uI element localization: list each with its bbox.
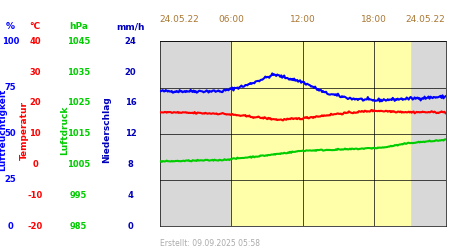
Text: °C: °C — [30, 22, 40, 31]
Text: 0: 0 — [32, 160, 38, 169]
Text: %: % — [6, 22, 15, 31]
Text: 0: 0 — [8, 222, 13, 231]
Text: 18:00: 18:00 — [361, 15, 387, 24]
Text: -10: -10 — [27, 191, 43, 200]
Text: 1035: 1035 — [67, 68, 90, 76]
Text: 10: 10 — [29, 129, 41, 138]
Text: 24.05.22: 24.05.22 — [160, 15, 199, 24]
Text: 1005: 1005 — [67, 160, 90, 169]
Text: Temperatur: Temperatur — [20, 100, 29, 160]
Text: 8: 8 — [128, 160, 133, 169]
Text: 75: 75 — [4, 83, 16, 92]
Text: Niederschlag: Niederschlag — [103, 96, 112, 164]
Text: 25: 25 — [4, 176, 16, 184]
Text: 20: 20 — [29, 98, 41, 108]
Text: 24.05.22: 24.05.22 — [406, 15, 446, 24]
Bar — [231, 41, 410, 226]
Text: mm/h: mm/h — [116, 22, 145, 31]
Text: 1025: 1025 — [67, 98, 90, 108]
Text: 06:00: 06:00 — [218, 15, 244, 24]
Text: 40: 40 — [29, 37, 41, 46]
Text: 20: 20 — [125, 68, 136, 76]
Text: 50: 50 — [4, 129, 16, 138]
Text: 0: 0 — [128, 222, 133, 231]
Text: 16: 16 — [125, 98, 136, 108]
Text: 995: 995 — [70, 191, 87, 200]
Text: Luftdruck: Luftdruck — [60, 105, 69, 155]
Text: 985: 985 — [70, 222, 87, 231]
Text: 12:00: 12:00 — [290, 15, 315, 24]
Text: 30: 30 — [29, 68, 41, 76]
Text: 1015: 1015 — [67, 129, 90, 138]
Text: 12: 12 — [125, 129, 136, 138]
Text: hPa: hPa — [69, 22, 88, 31]
Text: -20: -20 — [27, 222, 43, 231]
Text: Luftfeuchtigkeit: Luftfeuchtigkeit — [0, 89, 7, 171]
Text: 100: 100 — [2, 37, 19, 46]
Text: 4: 4 — [127, 191, 134, 200]
Text: Erstellt: 09.09.2025 05:58: Erstellt: 09.09.2025 05:58 — [160, 238, 260, 248]
Text: 24: 24 — [125, 37, 136, 46]
Text: 1045: 1045 — [67, 37, 90, 46]
